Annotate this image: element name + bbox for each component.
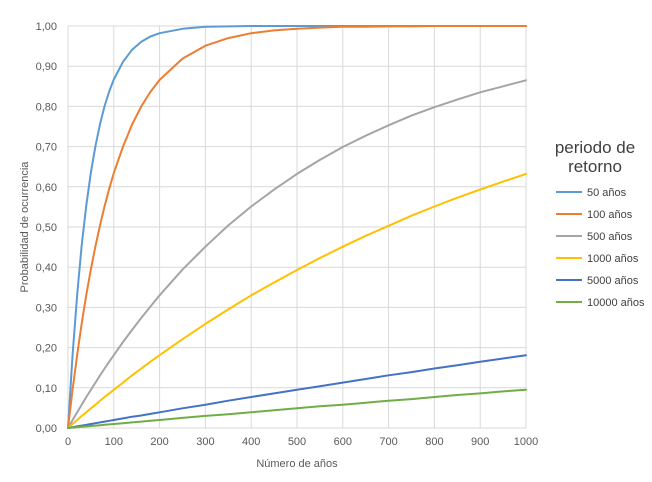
legend-label: 10000 años xyxy=(587,297,645,309)
x-axis-title: Número de años xyxy=(256,458,338,470)
x-tick-label: 0 xyxy=(65,436,71,448)
x-tick-label: 600 xyxy=(334,436,352,448)
x-tick-label: 1000 xyxy=(514,436,538,448)
series-line-6 xyxy=(67,388,527,429)
y-tick-label: 0,00 xyxy=(36,423,57,435)
series-line-2 xyxy=(67,25,527,429)
y-tick-label: 0,50 xyxy=(36,222,57,234)
x-tick-label: 700 xyxy=(379,436,397,448)
series-line-5 xyxy=(67,354,527,429)
y-axis-ticks: 0,00 0,10 0,20 0,30 0,40 0,50 0,60 0,70 0,80 0,90… xyxy=(36,21,57,435)
y-tick-label: 0,80 xyxy=(36,101,57,113)
legend-label: 1000 años xyxy=(587,253,639,265)
x-tick-label: 400 xyxy=(242,436,260,448)
legend-items: 50 años 100 años 500 años 1000 años 5000 año… xyxy=(556,187,645,309)
x-tick-label: 200 xyxy=(150,436,168,448)
y-tick-label: 0,70 xyxy=(36,142,57,154)
legend-label: 100 años xyxy=(587,209,633,221)
y-tick-label: 0,30 xyxy=(36,302,57,314)
x-tick-label: 300 xyxy=(196,436,214,448)
y-axis-title: Probabilidad de ocurrencia xyxy=(19,161,31,293)
x-tick-label: 800 xyxy=(425,436,443,448)
legend: periodo de retorno 50 años 100 años 500 añ… xyxy=(555,138,645,309)
y-tick-label: 0,40 xyxy=(36,262,57,274)
x-axis-ticks: 0 100 200 300 400 500 600 700 800 900 1000 xyxy=(65,436,538,448)
legend-label: 500 años xyxy=(587,231,633,243)
grid-lines xyxy=(67,25,527,429)
y-tick-label: 0,60 xyxy=(36,182,57,194)
x-tick-label: 900 xyxy=(471,436,489,448)
legend-title-line-2: retorno xyxy=(568,157,622,176)
y-tick-label: 0,20 xyxy=(36,343,57,355)
y-tick-label: 0,90 xyxy=(36,61,57,73)
series-lines xyxy=(67,25,527,429)
series-line-4 xyxy=(67,172,527,429)
legend-label: 50 años xyxy=(587,187,627,199)
legend-title-line-1: periodo de xyxy=(555,138,635,157)
x-tick-label: 500 xyxy=(288,436,306,448)
y-tick-label: 0,10 xyxy=(36,383,57,395)
series-line-3 xyxy=(67,79,527,429)
x-tick-label: 100 xyxy=(105,436,123,448)
y-tick-label: 1,00 xyxy=(36,21,57,33)
legend-label: 5000 años xyxy=(587,275,639,287)
